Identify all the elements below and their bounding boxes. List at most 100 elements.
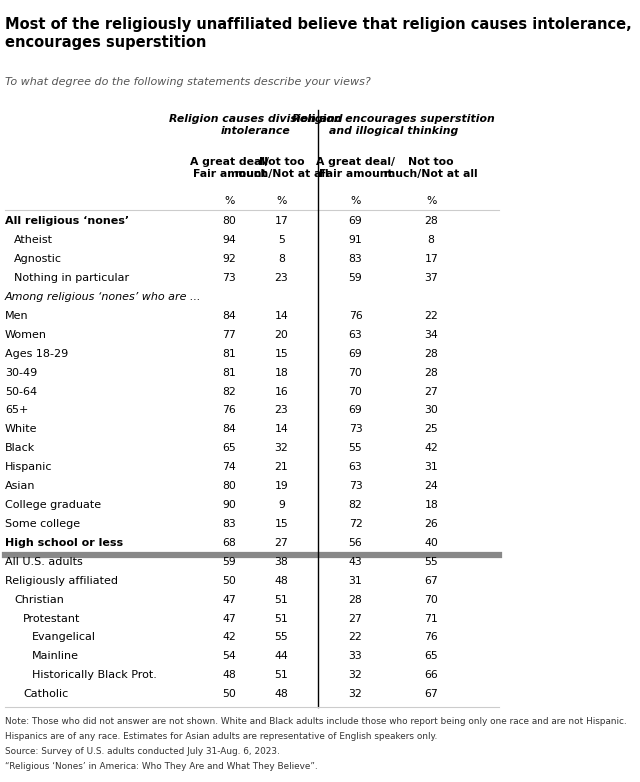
Text: 40: 40 xyxy=(424,538,438,548)
Text: Most of the religiously unaffiliated believe that religion causes intolerance,
e: Most of the religiously unaffiliated bel… xyxy=(5,16,632,50)
Text: Historically Black Prot.: Historically Black Prot. xyxy=(32,670,157,680)
Text: 63: 63 xyxy=(349,462,362,472)
Text: Asian: Asian xyxy=(5,481,36,491)
Text: 56: 56 xyxy=(349,538,362,548)
Text: Hispanic: Hispanic xyxy=(5,462,52,472)
Text: 55: 55 xyxy=(349,443,362,454)
Text: College graduate: College graduate xyxy=(5,500,101,510)
Text: %: % xyxy=(426,196,436,206)
Text: Catholic: Catholic xyxy=(23,689,68,699)
Text: 69: 69 xyxy=(349,349,362,359)
Text: 68: 68 xyxy=(223,538,236,548)
Text: 32: 32 xyxy=(349,689,362,699)
Text: 30: 30 xyxy=(424,405,438,415)
Text: 65: 65 xyxy=(223,443,236,454)
Text: To what degree do the following statements describe your views?: To what degree do the following statemen… xyxy=(5,77,371,87)
Text: 15: 15 xyxy=(275,349,288,359)
Text: 50: 50 xyxy=(223,689,236,699)
Text: 76: 76 xyxy=(223,405,236,415)
Text: 55: 55 xyxy=(424,557,438,567)
Text: “Religious ‘Nones’ in America: Who They Are and What They Believe”.: “Religious ‘Nones’ in America: Who They … xyxy=(5,762,317,772)
Text: Evangelical: Evangelical xyxy=(32,633,96,643)
Text: 69: 69 xyxy=(349,217,362,226)
Text: Protestant: Protestant xyxy=(23,614,81,623)
Text: Note: Those who did not answer are not shown. White and Black adults include tho: Note: Those who did not answer are not s… xyxy=(5,717,627,726)
Text: 33: 33 xyxy=(349,651,362,662)
Text: Some college: Some college xyxy=(5,519,80,529)
Text: Atheist: Atheist xyxy=(14,235,53,246)
Text: Mainline: Mainline xyxy=(32,651,79,662)
Text: 90: 90 xyxy=(223,500,236,510)
Text: 94: 94 xyxy=(223,235,236,246)
Text: 22: 22 xyxy=(424,311,438,321)
Text: 80: 80 xyxy=(223,217,236,226)
Text: 50-64: 50-64 xyxy=(5,386,37,396)
Text: 28: 28 xyxy=(424,217,438,226)
Text: 70: 70 xyxy=(424,594,438,604)
Text: 47: 47 xyxy=(223,594,236,604)
Text: 27: 27 xyxy=(275,538,288,548)
Text: 16: 16 xyxy=(275,386,288,396)
Text: 17: 17 xyxy=(275,217,288,226)
Text: 51: 51 xyxy=(275,594,288,604)
Text: 59: 59 xyxy=(223,557,236,567)
Text: 65+: 65+ xyxy=(5,405,28,415)
Text: Women: Women xyxy=(5,330,47,340)
Text: 38: 38 xyxy=(275,557,288,567)
Text: 8: 8 xyxy=(428,235,435,246)
Text: %: % xyxy=(276,196,287,206)
Text: 37: 37 xyxy=(424,273,438,283)
Text: A great deal/
Fair amount: A great deal/ Fair amount xyxy=(316,157,395,179)
Text: All religious ‘nones’: All religious ‘nones’ xyxy=(5,217,129,226)
Text: Religion causes division and
intolerance: Religion causes division and intolerance xyxy=(169,114,342,136)
Text: 50: 50 xyxy=(223,576,236,586)
Text: 92: 92 xyxy=(223,254,236,264)
Text: 18: 18 xyxy=(275,368,288,378)
Text: 31: 31 xyxy=(349,576,362,586)
Text: 8: 8 xyxy=(278,254,285,264)
Text: 81: 81 xyxy=(223,368,236,378)
Text: 83: 83 xyxy=(349,254,362,264)
Text: 42: 42 xyxy=(223,633,236,643)
Text: 20: 20 xyxy=(275,330,289,340)
Text: Nothing in particular: Nothing in particular xyxy=(14,273,129,283)
Text: 82: 82 xyxy=(349,500,362,510)
Text: 48: 48 xyxy=(223,670,236,680)
Text: 91: 91 xyxy=(349,235,362,246)
Text: 28: 28 xyxy=(349,594,362,604)
Text: 73: 73 xyxy=(349,425,362,434)
Text: 22: 22 xyxy=(349,633,362,643)
Text: 27: 27 xyxy=(349,614,362,623)
Text: 9: 9 xyxy=(278,500,285,510)
Text: 71: 71 xyxy=(424,614,438,623)
Text: 42: 42 xyxy=(424,443,438,454)
Text: 73: 73 xyxy=(349,481,362,491)
Text: 32: 32 xyxy=(275,443,288,454)
Text: 51: 51 xyxy=(275,614,288,623)
Text: 21: 21 xyxy=(275,462,288,472)
Text: 27: 27 xyxy=(424,386,438,396)
Text: 28: 28 xyxy=(424,368,438,378)
Text: 51: 51 xyxy=(275,670,288,680)
Text: 43: 43 xyxy=(349,557,362,567)
Text: 14: 14 xyxy=(275,425,288,434)
Text: White: White xyxy=(5,425,38,434)
Text: 81: 81 xyxy=(223,349,236,359)
Text: 48: 48 xyxy=(275,576,288,586)
Text: 44: 44 xyxy=(275,651,288,662)
Text: 82: 82 xyxy=(223,386,236,396)
Text: A great deal/
Fair amount: A great deal/ Fair amount xyxy=(190,157,269,179)
Text: 69: 69 xyxy=(349,405,362,415)
Text: Religion encourages superstition
and illogical thinking: Religion encourages superstition and ill… xyxy=(292,114,495,136)
Text: %: % xyxy=(224,196,235,206)
Text: Christian: Christian xyxy=(14,594,64,604)
Text: 74: 74 xyxy=(223,462,236,472)
Text: 17: 17 xyxy=(424,254,438,264)
Text: 59: 59 xyxy=(349,273,362,283)
Text: 66: 66 xyxy=(424,670,438,680)
Text: 15: 15 xyxy=(275,519,288,529)
Text: 55: 55 xyxy=(275,633,288,643)
Text: 34: 34 xyxy=(424,330,438,340)
Text: 76: 76 xyxy=(349,311,362,321)
Text: 26: 26 xyxy=(424,519,438,529)
